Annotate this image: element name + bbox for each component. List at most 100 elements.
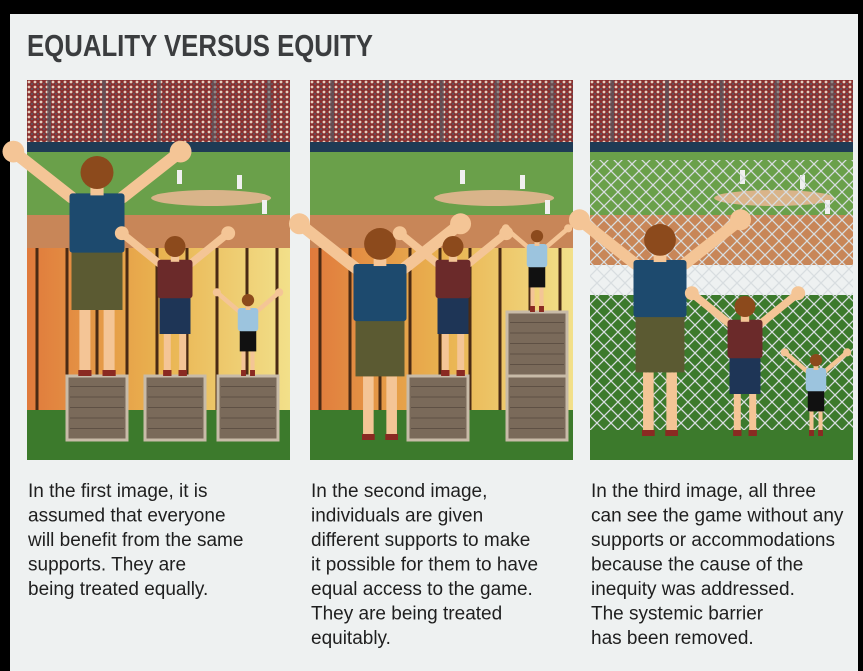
caption-line: equitably. bbox=[311, 628, 391, 649]
hand bbox=[450, 213, 471, 234]
pants bbox=[72, 251, 123, 310]
caption-line: In the first image, it is bbox=[28, 481, 208, 502]
infographic: EQUALITY VERSUS EQUITY In the first imag… bbox=[0, 0, 863, 671]
hand bbox=[3, 141, 25, 163]
shoe bbox=[441, 370, 449, 376]
shirt bbox=[728, 320, 763, 358]
caption-line: assumed that everyone bbox=[28, 506, 226, 527]
wall bbox=[310, 142, 573, 152]
player bbox=[262, 200, 267, 214]
stand-aisle bbox=[385, 80, 389, 142]
leg bbox=[79, 310, 90, 372]
pants bbox=[808, 389, 825, 411]
hand bbox=[289, 213, 310, 234]
shoe bbox=[163, 370, 171, 376]
head bbox=[364, 228, 396, 260]
shoe bbox=[241, 370, 246, 376]
shoe bbox=[362, 434, 375, 440]
leg bbox=[749, 394, 756, 432]
player bbox=[460, 170, 465, 184]
shirt bbox=[238, 308, 259, 331]
caption-line: being treated equally. bbox=[28, 579, 208, 600]
caption-line: different supports to make bbox=[311, 530, 530, 551]
leg bbox=[104, 310, 115, 372]
panel bbox=[3, 80, 290, 460]
head bbox=[644, 224, 676, 256]
shirt bbox=[634, 260, 687, 317]
infield bbox=[151, 190, 271, 206]
shoe bbox=[733, 430, 741, 436]
leg bbox=[457, 334, 464, 372]
shoe bbox=[749, 430, 757, 436]
leg bbox=[179, 334, 186, 372]
caption-line: The systemic barrier bbox=[591, 604, 764, 625]
shoe bbox=[250, 370, 255, 376]
player bbox=[177, 170, 182, 184]
shirt bbox=[158, 260, 193, 298]
hand bbox=[730, 209, 751, 230]
pants bbox=[240, 329, 257, 351]
player bbox=[545, 200, 550, 214]
head bbox=[443, 236, 464, 257]
shirt bbox=[70, 193, 125, 252]
wall bbox=[590, 142, 853, 152]
hand bbox=[115, 226, 129, 240]
pants bbox=[529, 265, 546, 287]
stand-aisle bbox=[720, 80, 724, 142]
stand-aisle bbox=[440, 80, 444, 142]
hand bbox=[781, 348, 789, 356]
leg bbox=[386, 376, 397, 436]
stand-aisle bbox=[157, 80, 161, 142]
leg bbox=[666, 372, 677, 432]
leg bbox=[241, 351, 245, 372]
caption-line: In the second image, bbox=[311, 481, 487, 502]
shoe bbox=[385, 434, 398, 440]
caption-line: because the cause of the bbox=[591, 555, 803, 576]
leg bbox=[539, 287, 543, 308]
hand bbox=[170, 141, 192, 163]
panel bbox=[289, 80, 573, 460]
hand bbox=[275, 288, 283, 296]
hand bbox=[502, 224, 510, 232]
panel bbox=[569, 80, 853, 460]
player bbox=[237, 175, 242, 189]
caption-line: inequity was addressed. bbox=[591, 579, 795, 600]
stand-aisle bbox=[267, 80, 271, 142]
pants bbox=[730, 356, 761, 394]
caption-line: equal access to the game. bbox=[311, 579, 533, 600]
player bbox=[520, 175, 525, 189]
stand-aisle bbox=[212, 80, 216, 142]
stand-aisle bbox=[550, 80, 554, 142]
head bbox=[81, 156, 114, 189]
shirt bbox=[806, 368, 827, 391]
pants bbox=[438, 296, 469, 334]
hand bbox=[221, 226, 235, 240]
hand bbox=[843, 348, 851, 356]
infield bbox=[434, 190, 554, 206]
stand-aisle bbox=[102, 80, 106, 142]
shoe bbox=[179, 370, 187, 376]
hand bbox=[213, 288, 221, 296]
page: EQUALITY VERSUS EQUITY In the first imag… bbox=[0, 0, 863, 671]
hand bbox=[791, 286, 805, 300]
hand bbox=[393, 226, 407, 240]
shoe bbox=[665, 430, 678, 436]
caption-line: will benefit from the same bbox=[27, 530, 243, 551]
leg bbox=[164, 334, 171, 372]
hand bbox=[569, 209, 590, 230]
shoe bbox=[809, 430, 814, 436]
shoe bbox=[818, 430, 823, 436]
leg bbox=[530, 287, 534, 308]
wall bbox=[27, 142, 290, 152]
pants bbox=[636, 315, 685, 372]
stand-aisle bbox=[330, 80, 334, 142]
leg bbox=[442, 334, 449, 372]
leg bbox=[734, 394, 741, 432]
leg bbox=[363, 376, 374, 436]
shirt bbox=[527, 244, 548, 267]
head bbox=[735, 296, 756, 317]
title: EQUALITY VERSUS EQUITY bbox=[27, 28, 373, 63]
head bbox=[531, 230, 543, 242]
caption-line: They are being treated bbox=[311, 604, 502, 625]
caption-line: it possible for them to have bbox=[311, 555, 538, 576]
